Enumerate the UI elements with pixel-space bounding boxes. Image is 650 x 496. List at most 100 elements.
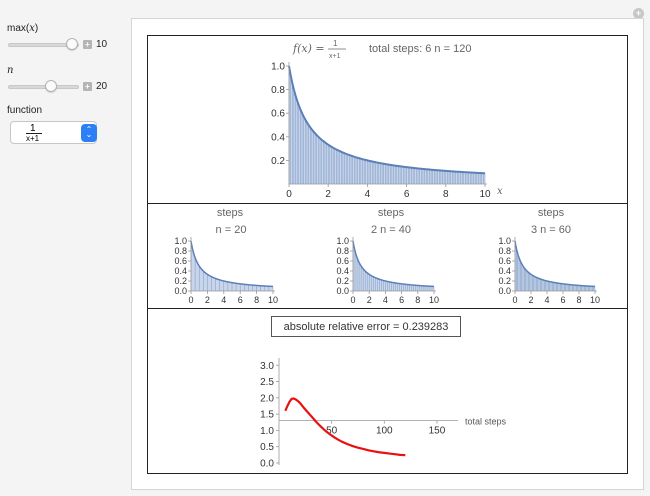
x-tick-label: 0: [286, 189, 292, 200]
x-tick-label: 2: [367, 295, 372, 305]
y-tick-label: 1.0: [336, 236, 349, 246]
y-tick-label: 0.4: [498, 266, 511, 276]
n-value: 20: [96, 81, 108, 92]
axes: [514, 237, 597, 292]
x-tick-label: 10: [479, 189, 491, 200]
small-plot-1-title: steps: [217, 207, 244, 219]
small-plot-titles: steps n = 20 steps 2 n = 40 steps 3 n = …: [216, 207, 571, 236]
x-tick-label: 2: [205, 295, 210, 305]
y-tick-label: 0.8: [498, 246, 511, 256]
max-x-label-suffix: ): [34, 23, 39, 34]
error-plot: 0.0 0.5 1.0 1.5 2.0 2.5 3.0 50 100 150 total steps: [260, 358, 507, 470]
y-tick-label: 0.6: [498, 256, 511, 266]
y-tick-label: 0.2: [271, 156, 285, 167]
main-plot: 0 2 4 6 8 10 0.2 0.4 0.6 0.8 1.0 x: [271, 62, 503, 201]
main-title: f(x) = 1 x+1 total steps: 6 n = 120: [292, 39, 471, 60]
error-x-tick-label: 150: [429, 426, 446, 437]
y-tick-label: 0.8: [336, 246, 349, 256]
y-tick-label: 1.0: [498, 236, 511, 246]
y-tick-label: 0.8: [174, 246, 187, 256]
reset-icon[interactable]: +: [633, 8, 644, 19]
y-tick-label: 0.2: [498, 276, 511, 286]
error-box-text: absolute relative error = 0.239283: [284, 321, 449, 333]
x-tick-label: 0: [512, 295, 517, 305]
small-plot-1-subtitle: n = 20: [216, 224, 247, 236]
y-tick-label: 0.6: [271, 109, 285, 120]
max-x-label-prefix: max(: [7, 23, 30, 34]
function-fraction-bar: [26, 133, 42, 134]
x-tick-label: 8: [576, 295, 581, 305]
error-box-frame: [271, 316, 461, 337]
x-tick-label: 4: [221, 295, 226, 305]
step-lines: [514, 241, 596, 291]
chevron-down-icon: ⌄: [85, 130, 93, 139]
small-plot-1: 0 2 4 6 8 10 0.00.20.40.60.81.0: [174, 236, 278, 305]
axes: [190, 237, 275, 292]
step-lines: [352, 241, 435, 291]
y-tick-label: 0.8: [271, 85, 285, 96]
x-tick-label: 8: [415, 295, 420, 305]
error-y-tick-label: 2.5: [260, 377, 274, 388]
function-label: function: [7, 105, 43, 116]
step-lines: [190, 241, 274, 291]
y-tick-label: 0.2: [174, 276, 187, 286]
x-tick-label: 4: [365, 189, 371, 200]
x-tick-label: 4: [544, 295, 549, 305]
x-axis-label: x: [497, 186, 503, 197]
max-x-value: 10: [96, 39, 108, 50]
error-axes: [278, 358, 458, 465]
y-tick-label: 0.0: [174, 286, 187, 296]
y-tick-label: 0.4: [271, 132, 285, 143]
small-plot-3-subtitle: 3 n = 60: [531, 224, 571, 236]
grid-border: [147, 35, 628, 474]
small-plot-2: 0 2 4 6 8 10 0.00.20.40.60.81.0: [336, 236, 439, 305]
x-tick-label: 6: [404, 189, 410, 200]
n-label-var: n: [7, 65, 14, 76]
function-stepper[interactable]: ⌃ ⌄: [81, 124, 97, 142]
error-y-tick-label: 0.5: [260, 442, 274, 453]
x-tick-label: 10: [590, 295, 600, 305]
error-y-tick-label: 1.5: [260, 410, 274, 421]
x-tick-label: 0: [350, 295, 355, 305]
y-tick-label: 0.6: [174, 256, 187, 266]
y-tick-label: 1.0: [271, 62, 285, 73]
x-tick-label: 2: [325, 189, 331, 200]
x-tick-label: 2: [528, 295, 533, 305]
x-tick-label: 10: [268, 295, 278, 305]
error-y-tick-label: 0.0: [260, 459, 274, 470]
step-lines: [288, 66, 486, 184]
axes: [288, 62, 487, 185]
x-tick-label: 6: [238, 295, 243, 305]
error-y-tick-label: 1.0: [260, 426, 274, 437]
function-popup-menu[interactable]: 1 x+1 ⌃ ⌄: [10, 121, 97, 144]
function-numerator: 1: [30, 123, 36, 134]
function-curve: [190, 240, 274, 288]
y-tick-label: 0.4: [336, 266, 349, 276]
x-tick-label: 0: [188, 295, 193, 305]
error-y-tick-label: 2.0: [260, 393, 274, 404]
n-plus-button[interactable]: +: [83, 82, 92, 91]
max-x-slider-thumb[interactable]: [65, 38, 78, 50]
x-tick-label: 8: [443, 189, 449, 200]
max-x-plus-button[interactable]: +: [83, 40, 92, 49]
function-curve: [352, 240, 435, 288]
grid-frame: [147, 35, 628, 474]
x-tick-label: 6: [399, 295, 404, 305]
y-tick-label: 0.0: [336, 286, 349, 296]
small-plot-3-title: steps: [538, 207, 565, 219]
small-plot-3: 0 2 4 6 8 10 0.00.20.40.60.81.0: [498, 236, 600, 305]
y-tick-label: 1.0: [174, 236, 187, 246]
max-x-label: max(x): [7, 23, 38, 34]
main-total-steps: total steps: 6 n = 120: [369, 43, 471, 55]
error-series-line: [284, 397, 406, 457]
max-x-slider[interactable]: [8, 43, 79, 47]
n-slider-thumb[interactable]: [44, 80, 57, 92]
main-fx-numerator: 1: [333, 39, 338, 48]
n-label: n: [7, 65, 13, 76]
error-y-tick-label: 3.0: [260, 361, 274, 372]
n-slider[interactable]: [8, 85, 79, 89]
function-curve: [514, 240, 596, 288]
axes: [352, 237, 436, 292]
error-x-axis-label: total steps: [465, 417, 507, 427]
